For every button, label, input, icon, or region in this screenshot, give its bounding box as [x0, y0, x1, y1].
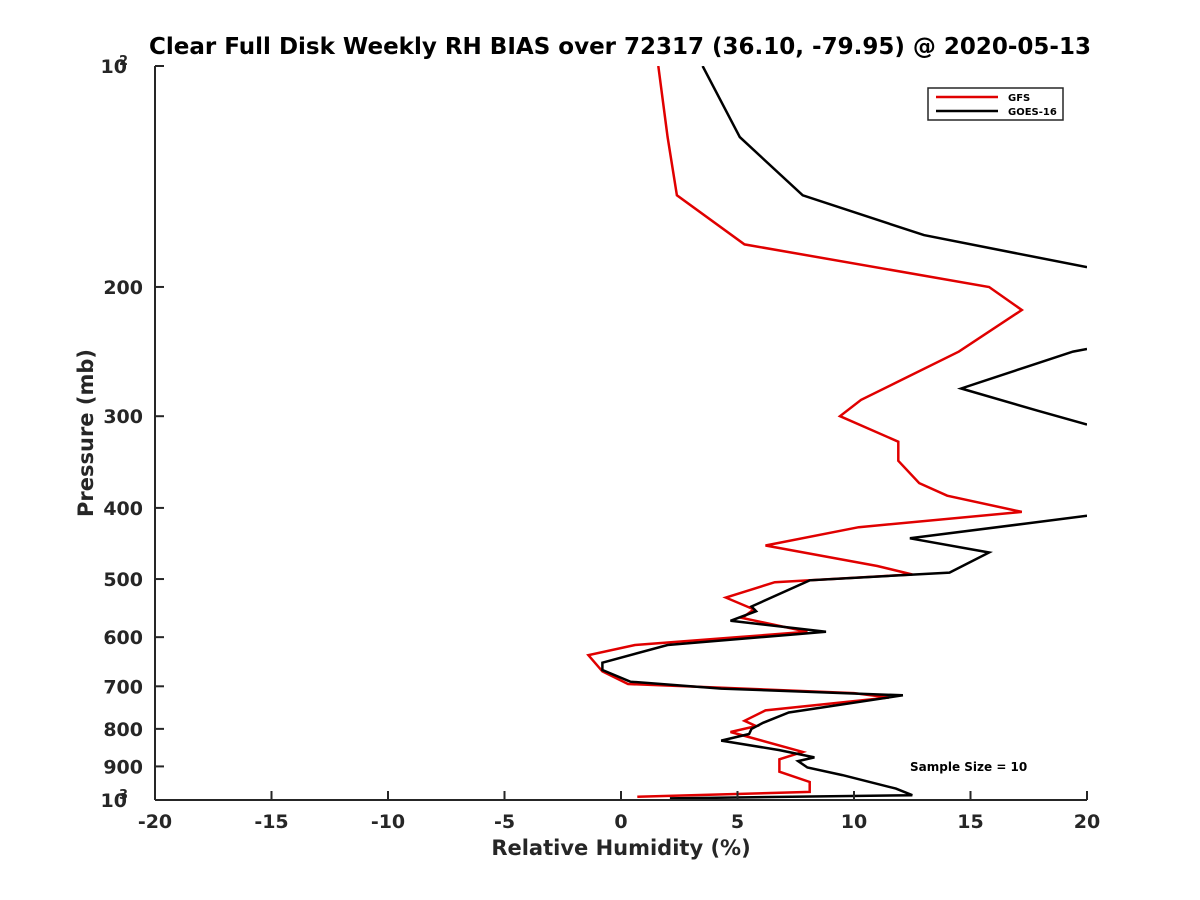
series-layer — [586, 66, 1087, 800]
y-tick-label: 900 — [103, 756, 143, 778]
y-tick-label: 600 — [103, 627, 143, 649]
x-tick-label: 10 — [841, 811, 867, 833]
y-tick-label: 102 — [101, 54, 128, 78]
x-axis-label: Relative Humidity (%) — [491, 836, 750, 860]
series-line-gfs — [586, 66, 1025, 799]
x-tick-label: 5 — [731, 811, 744, 833]
x-tick-label: -20 — [138, 811, 172, 833]
chart-title: Clear Full Disk Weekly RH BIAS over 7231… — [149, 34, 1091, 60]
y-axis-label: Pressure (mb) — [74, 349, 98, 517]
y-tick-label: 400 — [103, 498, 143, 520]
x-tick-label: 15 — [957, 811, 983, 833]
x-tick-label: 20 — [1074, 811, 1100, 833]
y-tick-label: 800 — [103, 719, 143, 741]
x-tick-label: -5 — [494, 811, 515, 833]
legend-label-gfs: GFS — [1008, 93, 1030, 104]
y-tick-label: 700 — [103, 676, 143, 698]
y-tick-exponent: 3 — [119, 788, 128, 803]
legend-label-goes16: GOES-16 — [1008, 107, 1057, 118]
legend-box — [927, 87, 1064, 121]
x-axis-ticks: -20 -15 -10 -5 0 5 10 15 20 — [138, 791, 1100, 833]
y-tick-label: 200 — [103, 277, 143, 299]
x-tick-label: -10 — [371, 811, 405, 833]
y-tick-exponent: 2 — [119, 54, 128, 69]
y-tick-label: 300 — [103, 406, 143, 428]
y-tick-label: 103 — [101, 788, 128, 812]
x-tick-label: 0 — [614, 811, 627, 833]
legend: GFS GOES-16 — [927, 87, 1064, 121]
x-tick-label: -15 — [254, 811, 288, 833]
y-tick-label: 500 — [103, 569, 143, 591]
y-axis-ticks: 102 200 300 400 500 600 700 800 900 103 — [101, 54, 164, 812]
series-line-goes16 — [601, 66, 1087, 800]
sample-size-annotation: Sample Size = 10 — [910, 760, 1027, 774]
